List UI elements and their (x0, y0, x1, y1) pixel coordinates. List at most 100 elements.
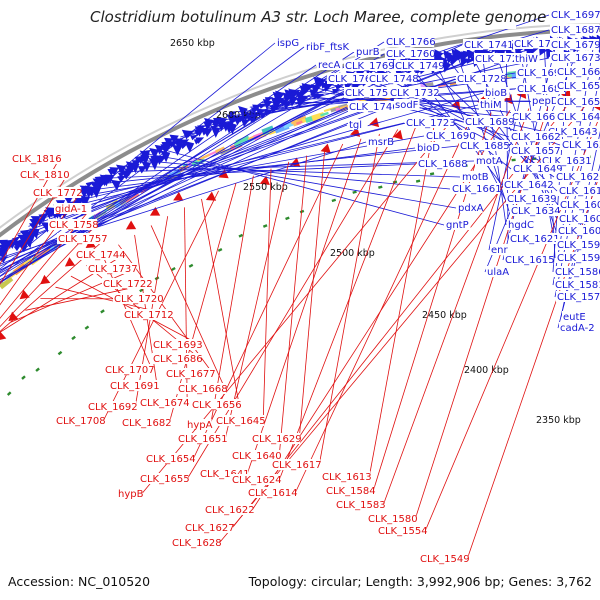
label-background (394, 60, 444, 71)
label-background (484, 87, 510, 98)
label-background (425, 130, 475, 141)
label-background (416, 142, 442, 153)
forward-label-leader (0, 51, 355, 284)
forward-gene-arrow (195, 137, 205, 144)
label-background (171, 537, 221, 548)
label-background (11, 153, 61, 164)
label-background (514, 53, 540, 64)
reverse-gene-label: CLK_1707 (105, 365, 155, 376)
label-background (506, 193, 556, 204)
forward-gene-label: CLK_1597 (557, 240, 600, 251)
forward-gene-arrow (29, 228, 40, 239)
label-background (317, 59, 343, 70)
feature-block (208, 150, 218, 156)
label-background (490, 244, 510, 255)
forward-gene-arrow (138, 166, 147, 174)
backbone-ring (0, 28, 600, 238)
forward-gene-label: CLK_1643 (548, 127, 598, 138)
label-background (556, 291, 600, 302)
label-background (177, 433, 227, 444)
forward-label-leader (0, 104, 394, 265)
label-background (513, 38, 563, 49)
label-background (479, 99, 505, 110)
green-marker (6, 391, 12, 396)
forward-gene-label: CLK_1684 (517, 84, 567, 95)
label-background (139, 473, 189, 484)
forward-label-leader (0, 65, 394, 281)
reverse-label-leader (0, 224, 97, 328)
label-background (215, 415, 265, 426)
forward-gene-arrow (11, 236, 21, 244)
green-marker (532, 157, 537, 161)
forward-gene-label: gntP (446, 220, 469, 231)
feature-block (235, 135, 251, 146)
genome-ring (0, 23, 600, 396)
forward-gene-label: bioD (417, 143, 440, 154)
forward-gene-label: CLK_1741 (464, 40, 514, 51)
label-background (554, 279, 600, 290)
green-marker (299, 209, 305, 214)
label-background (464, 116, 514, 127)
label-background (117, 488, 143, 499)
label-background (344, 60, 394, 71)
forward-gene-label: msrB (368, 137, 394, 148)
forward-gene-arrow (0, 255, 8, 264)
reverse-gene-label: CLK_1816 (12, 154, 62, 165)
accession-text: Accession: NC_010520 (8, 574, 150, 589)
feature-block (125, 193, 140, 203)
reverse-gene-arrow (320, 143, 331, 154)
forward-label-leader (0, 92, 389, 271)
reverse-gene-arrow (290, 157, 301, 167)
label-background (54, 203, 92, 214)
forward-gene-arrow (169, 134, 179, 144)
forward-gene-arrow (149, 148, 160, 159)
green-marker (352, 190, 357, 194)
forward-gene-label: CLK_1746 (349, 102, 399, 113)
label-background (377, 525, 427, 536)
forward-gene-label: sodF (395, 100, 419, 111)
label-background (48, 219, 98, 230)
label-background (510, 145, 560, 156)
reverse-label-leader (278, 155, 308, 457)
forward-gene-label: CLK_1577 (557, 292, 600, 303)
label-background (385, 36, 435, 47)
forward-label-leader (91, 145, 459, 186)
reverse-label-leader (0, 174, 68, 285)
label-background (561, 139, 600, 150)
scale-labels: 2650 kbp 2600 kbp 2550 kbp 2500 kbp 2450 kbp… (170, 38, 581, 426)
label-background (555, 171, 600, 182)
reverse-label-leader (141, 117, 454, 495)
label-background (510, 205, 560, 216)
feature-block (290, 115, 307, 125)
reverse-gene-label: CLK_1656 (192, 400, 242, 411)
scale-label: 2600 kbp (216, 110, 261, 121)
label-background (474, 53, 524, 64)
label-background (177, 383, 227, 394)
label-background (348, 101, 398, 112)
reverse-gene-label: CLK_1712 (124, 310, 174, 321)
reverse-gene-label: hypA (187, 420, 213, 431)
map-title: Clostridium botulinum A3 str. Loch Maree… (90, 8, 546, 26)
label-background (510, 131, 560, 142)
forward-gene-label: CLK_1673 (551, 53, 600, 64)
label-background (457, 202, 483, 213)
reverse-gene-arrow (173, 191, 184, 201)
forward-gene-label: CLK_1685 (460, 141, 510, 152)
reverse-label-leader (414, 106, 549, 520)
forward-gene-label: CLK_1661 (452, 184, 502, 195)
label-background (87, 263, 137, 274)
gene-labels: ispG ribF_ftsKrecApurBCLK_1766CLK_1760CLK… (11, 9, 600, 565)
label-background (344, 87, 394, 98)
forward-label-leader (484, 40, 583, 273)
reverse-gene-arrow (149, 206, 161, 216)
forward-gene-arrow (168, 141, 178, 148)
label-background (554, 266, 600, 277)
feature-block (0, 276, 14, 290)
green-marker (217, 247, 223, 252)
forward-label-leader (113, 160, 475, 173)
reverse-gene-arrow (125, 220, 137, 230)
label-background (123, 309, 173, 320)
reverse-label-leader (10, 268, 136, 323)
forward-gene-label: CLK_1639 (507, 194, 557, 205)
